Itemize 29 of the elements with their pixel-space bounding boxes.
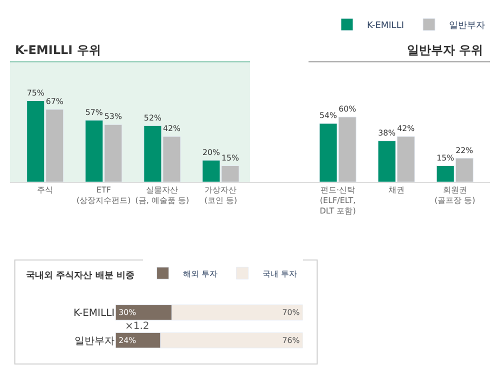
x-tick-label: 채권 xyxy=(388,186,404,195)
data-label: 22% xyxy=(456,146,474,155)
data-label: 38% xyxy=(378,128,396,138)
data-label: 75% xyxy=(26,88,45,98)
legend-label: 일반부자 xyxy=(449,21,485,32)
chart-title: 국내외 주식자산 배분 비중 xyxy=(26,271,134,281)
data-label: 53% xyxy=(104,112,122,122)
x-tick-label: 회원권 (골프장 등) xyxy=(434,186,476,205)
data-label: 60% xyxy=(338,104,357,114)
x-tick-label: 실물자산 (금, 예술품 등) xyxy=(135,186,190,205)
data-label: 20% xyxy=(202,148,220,157)
x-tick-label: ETF (상장지수펀드) xyxy=(76,186,131,205)
data-label: 15% xyxy=(436,153,455,162)
annotation: ×1.2 xyxy=(125,321,150,332)
legend-label: 해외 투자 xyxy=(182,269,218,278)
data-label: 54% xyxy=(320,111,338,120)
data-label: 15% xyxy=(221,153,240,162)
legend-label: K-EMILLI xyxy=(367,21,404,32)
data-label: 57% xyxy=(85,108,104,117)
x-tick-label: 가상자산 (코인 등) xyxy=(204,186,238,205)
legend-label: 국내 투자 xyxy=(262,269,297,278)
x-tick-label: 펀드·신탁 (ELF/ELT, DLT 포함) xyxy=(320,186,356,216)
data-label: 42% xyxy=(162,124,181,134)
data-label: 42% xyxy=(397,124,416,134)
data-label: 67% xyxy=(46,97,64,106)
text: 일반부자 우위 xyxy=(407,43,484,57)
x-tick-label: 주식 xyxy=(37,186,54,195)
data-label: 52% xyxy=(144,113,162,122)
band-label: K-EMILLI 우위 xyxy=(15,43,101,57)
